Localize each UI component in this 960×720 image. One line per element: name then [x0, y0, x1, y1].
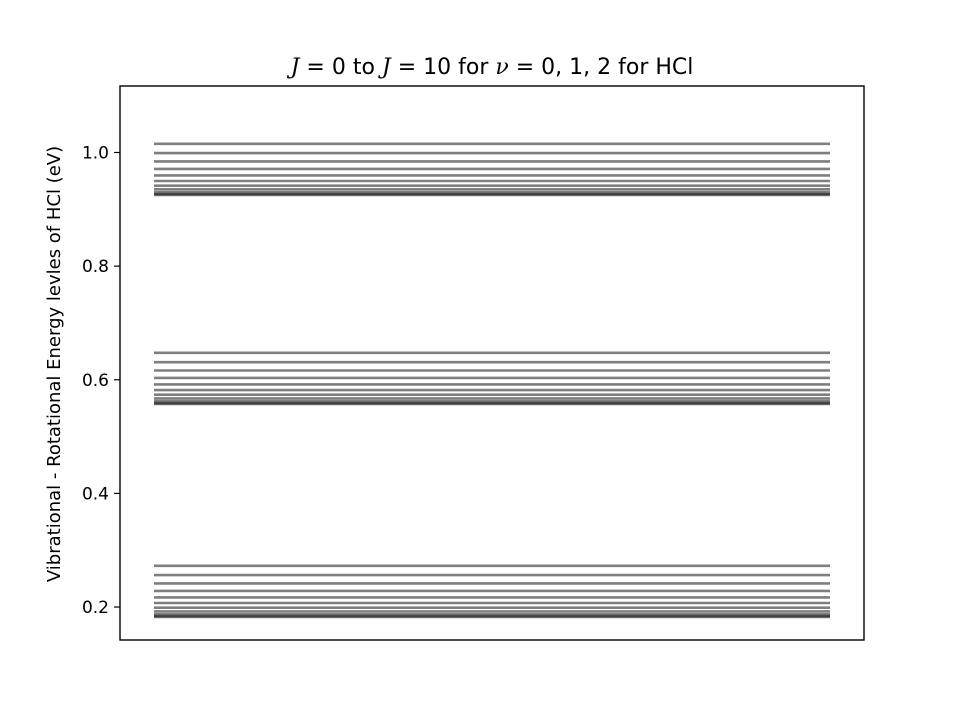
title-j2: J: [378, 55, 392, 80]
title-j1: J: [287, 55, 301, 80]
chart-title: J = 0 to J = 10 for ν = 0, 1, 2 for HCl: [287, 55, 694, 80]
title-eq0: = 0 to: [299, 55, 382, 80]
y-tick-label: 0.8: [82, 257, 109, 277]
title-rest: = 0, 1, 2 for HCl: [509, 55, 694, 80]
y-axis-ticks: 0.2 0.4 0.6 0.8 1.0: [82, 143, 120, 618]
plot-frame: [119, 85, 865, 641]
y-axis-label: Vibrational - Rotational Energy levles o…: [44, 146, 65, 582]
y-tick-label: 0.4: [82, 484, 109, 504]
title-nu: ν: [495, 55, 508, 80]
title-eq10: = 10 for: [391, 55, 496, 80]
energy-levels: [154, 142, 830, 619]
y-tick-label: 0.6: [82, 371, 109, 391]
y-tick-label: 0.2: [82, 598, 109, 618]
y-tick-label: 1.0: [82, 143, 109, 163]
